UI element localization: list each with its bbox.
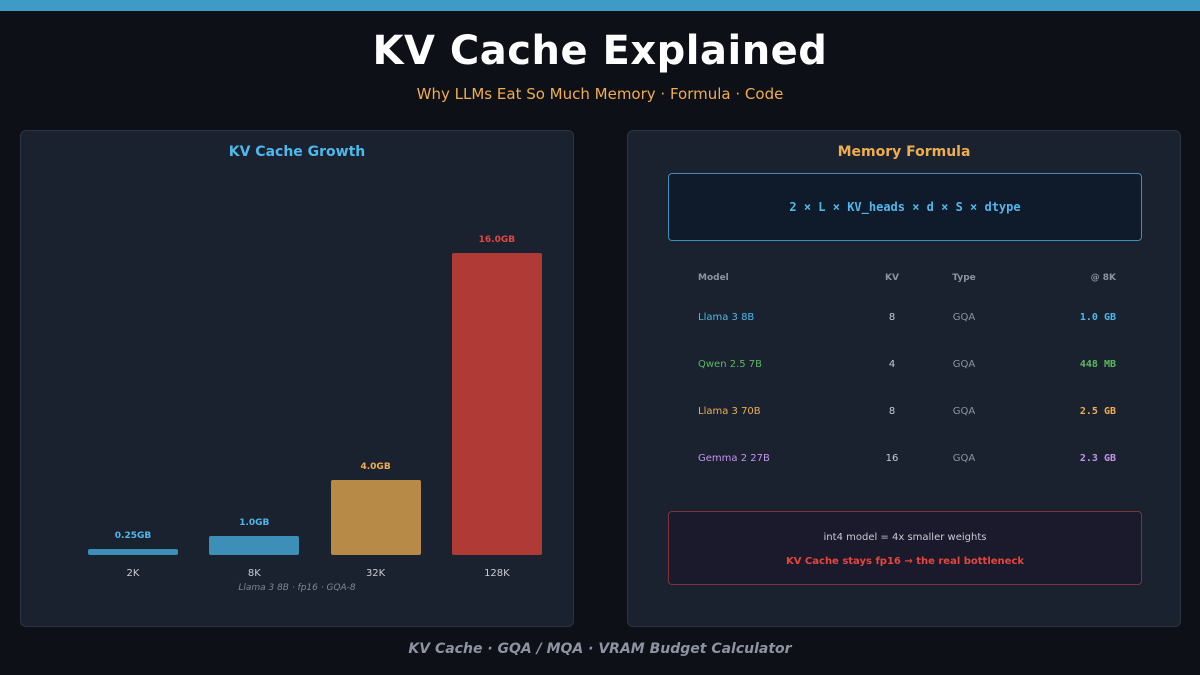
- memory-formula-panel: Memory Formula 2 × L × KV_heads × d × S …: [627, 130, 1181, 627]
- bar-32k: [330, 479, 421, 555]
- note-line-2: KV Cache stays fp16 → the real bottlenec…: [785, 556, 1025, 567]
- table-header-model: Model: [698, 273, 729, 283]
- table-header-mem: @ 8K: [1090, 273, 1116, 283]
- table-cell-mem: 2.5 GB: [1079, 406, 1116, 417]
- table-cell-model: Gemma 2 27B: [698, 453, 770, 464]
- x-tick-label: 128K: [484, 568, 510, 579]
- chart-title: KV Cache Growth: [228, 144, 366, 160]
- x-tick-label: 32K: [365, 568, 386, 579]
- bar-value-label: 16.0GB: [478, 235, 516, 245]
- table-header-type: Type: [952, 273, 976, 283]
- page-title: KV Cache Explained: [372, 28, 828, 74]
- table-cell-type: GQA: [952, 359, 976, 370]
- table-cell-kv: 8: [888, 406, 896, 417]
- table-cell-mem: 1.0 GB: [1079, 312, 1116, 323]
- bottleneck-note: int4 model = 4x smaller weights KV Cache…: [668, 511, 1142, 585]
- bar-2k: [88, 549, 178, 555]
- kv-cache-growth-panel: KV Cache Growth 0.25GB 2K 1.0GB 8K 4.0GB 32K 1…: [20, 130, 574, 627]
- formula-title: Memory Formula: [837, 144, 971, 160]
- chart-note: Llama 3 8B · fp16 · GQA-8: [238, 583, 356, 593]
- table-cell-model: Llama 3 8B: [698, 312, 755, 323]
- table-cell-kv: 4: [888, 359, 896, 370]
- x-tick-label: 8K: [247, 568, 261, 579]
- table-cell-kv: 16: [885, 453, 899, 464]
- footer-text: KV Cache · GQA / MQA · VRAM Budget Calcu…: [408, 641, 792, 657]
- table-cell-mem: 2.3 GB: [1079, 453, 1116, 464]
- x-tick-label: 2K: [126, 568, 140, 579]
- table-cell-model: Llama 3 70B: [698, 406, 761, 417]
- table-cell-type: GQA: [952, 312, 976, 323]
- bar-value-label: 4.0GB: [360, 461, 391, 472]
- bar-8k: [209, 536, 300, 555]
- bar-128k: [451, 253, 542, 555]
- formula-text: 2 × L × KV_heads × d × S × dtype: [789, 200, 1021, 214]
- formula-box: 2 × L × KV_heads × d × S × dtype: [668, 173, 1142, 241]
- table-cell-type: GQA: [952, 406, 976, 417]
- page-subtitle: Why LLMs Eat So Much Memory · Formula · …: [416, 85, 784, 103]
- note-line-1: int4 model = 4x smaller weights: [823, 532, 987, 543]
- table-cell-type: GQA: [952, 453, 976, 464]
- table-cell-model: Qwen 2.5 7B: [698, 359, 763, 370]
- table-header-kv: KV: [885, 273, 899, 283]
- top-accent-bar: [0, 0, 1200, 11]
- bar-value-label: 1.0GB: [239, 518, 270, 529]
- table-cell-kv: 8: [888, 312, 896, 323]
- bar-value-label: 0.25GB: [114, 531, 152, 541]
- table-cell-mem: 448 MB: [1079, 359, 1116, 370]
- kv-cache-bar-chart: 0.25GB 2K 1.0GB 8K 4.0GB 32K 16.0GB 128K: [21, 131, 573, 626]
